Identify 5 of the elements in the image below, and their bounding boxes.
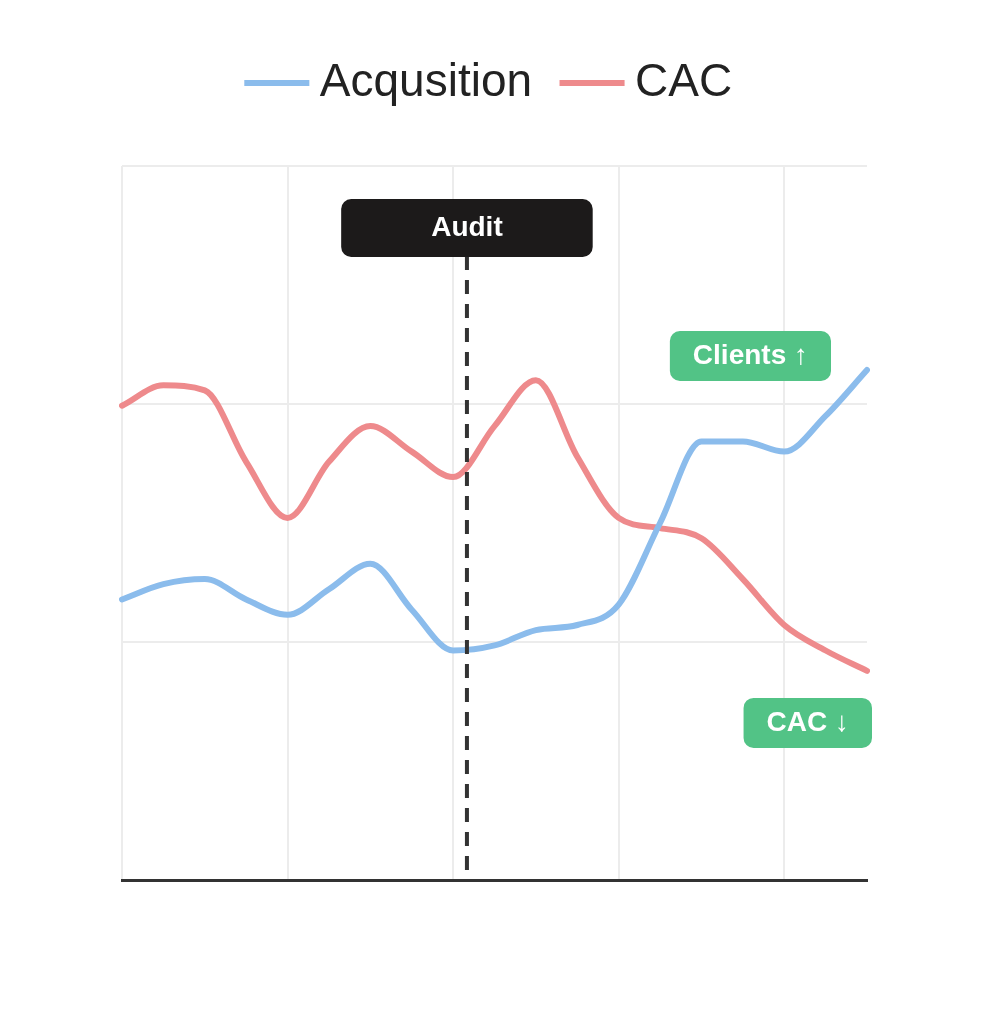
annotation: CAC ↓ [766,705,850,737]
text: Audit [431,210,503,242]
text: Clients ↑ [692,338,808,370]
legend-label: CAC [635,53,733,106]
legend-label: Acqusition [319,53,533,106]
